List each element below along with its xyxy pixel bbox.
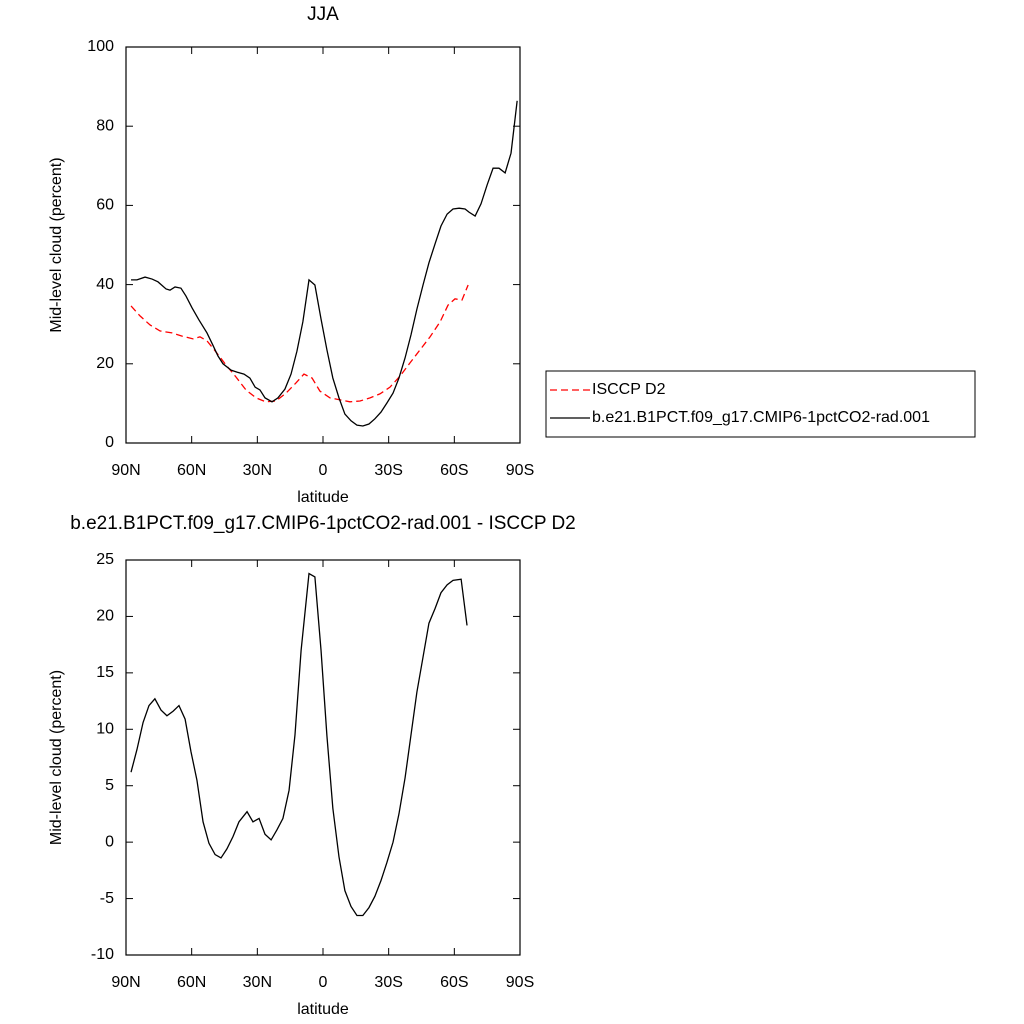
chart-title: b.e21.B1PCT.f09_g17.CMIP6-1pctCO2-rad.00…	[70, 513, 576, 534]
x-tick-label: 60S	[440, 462, 468, 479]
y-tick-label: 5	[105, 777, 114, 794]
x-tick-label: 30S	[374, 974, 402, 991]
y-tick-label: 25	[96, 551, 114, 568]
chart-title: JJA	[307, 4, 339, 25]
x-tick-label: 90S	[506, 974, 534, 991]
data-line	[130, 572, 468, 917]
x-tick-label: 30S	[374, 462, 402, 479]
legend-box	[545, 370, 976, 438]
x-tick-label: 30N	[243, 462, 272, 479]
legend-label: ISCCP D2	[592, 381, 666, 398]
y-tick-label: 0	[105, 434, 114, 451]
y-axis-label: Mid-level cloud (percent)	[48, 157, 65, 332]
x-tick-label: 90N	[111, 462, 140, 479]
y-tick-label: 60	[96, 197, 114, 214]
y-tick-label: 40	[96, 276, 114, 293]
y-axis-label: Mid-level cloud (percent)	[48, 670, 65, 845]
y-tick-label: 100	[87, 38, 114, 55]
x-axis-label: latitude	[297, 489, 349, 506]
x-tick-label: 60S	[440, 974, 468, 991]
data-line	[130, 284, 469, 403]
legend-label: b.e21.B1PCT.f09_g17.CMIP6-1pctCO2-rad.00…	[592, 409, 930, 426]
y-tick-label: 0	[105, 833, 114, 850]
x-tick-label: 90N	[111, 974, 140, 991]
y-tick-label: 20	[96, 608, 114, 625]
plot-frame	[125, 46, 521, 444]
x-axis-label: latitude	[297, 1001, 349, 1018]
y-tick-label: -5	[100, 890, 114, 907]
y-tick-label: 80	[96, 117, 114, 134]
x-tick-label: 60N	[177, 974, 206, 991]
y-tick-label: -10	[91, 946, 114, 963]
data-line	[131, 100, 518, 427]
y-tick-label: 10	[96, 721, 114, 738]
x-tick-label: 60N	[177, 462, 206, 479]
y-tick-label: 20	[96, 355, 114, 372]
x-tick-label: 0	[319, 462, 328, 479]
x-tick-label: 90S	[506, 462, 534, 479]
x-tick-label: 0	[319, 974, 328, 991]
y-tick-label: 15	[96, 664, 114, 681]
plot-frame	[125, 559, 521, 956]
x-tick-label: 30N	[243, 974, 272, 991]
